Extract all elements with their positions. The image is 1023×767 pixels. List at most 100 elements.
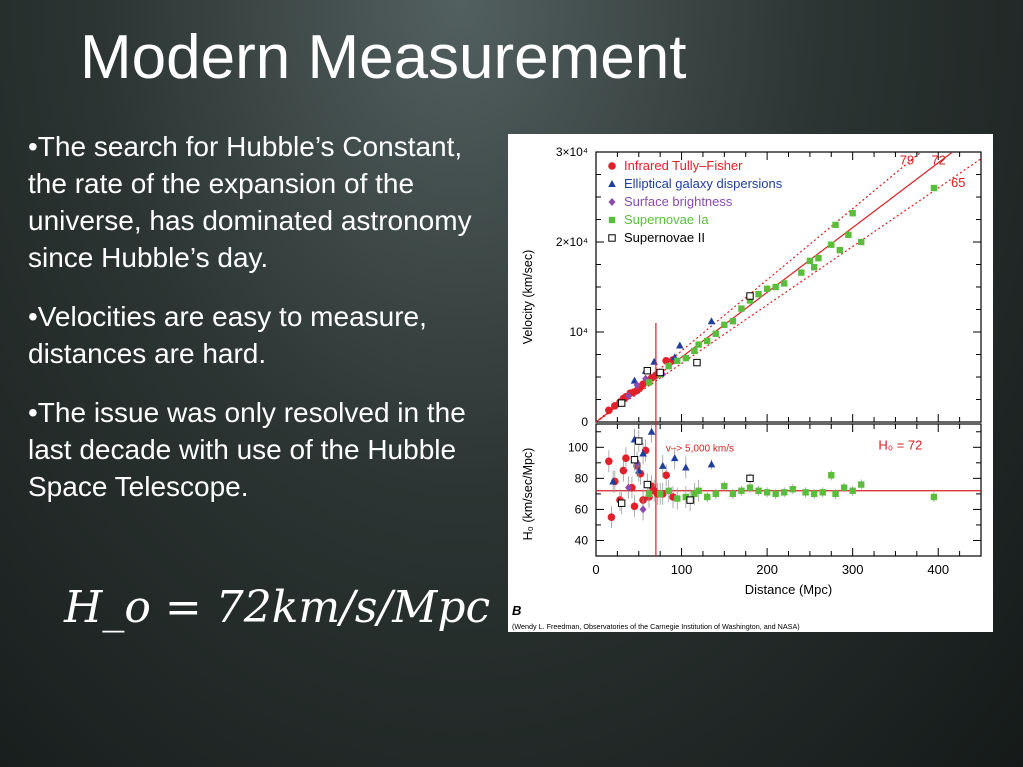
x-tick-label: 400 <box>927 562 949 577</box>
x-tick-label: 100 <box>671 562 693 577</box>
data-point <box>819 489 826 496</box>
data-point <box>707 317 716 325</box>
data-point <box>630 456 639 464</box>
data-point <box>686 496 694 504</box>
data-point <box>630 502 639 511</box>
data-point <box>674 357 681 364</box>
legend-marker <box>608 234 616 242</box>
data-point <box>635 437 643 445</box>
data-point <box>693 358 701 367</box>
legend-marker <box>608 198 616 206</box>
velocity-cutoff-label: v–> 5,000 km/s <box>666 443 734 454</box>
data-point <box>832 221 839 229</box>
hubble-line <box>596 158 981 422</box>
data-point <box>662 357 670 365</box>
data-point <box>858 481 865 488</box>
data-point <box>836 246 844 254</box>
data-point <box>695 487 702 494</box>
panel-label: B <box>512 603 521 618</box>
data-point <box>930 493 938 501</box>
bullet-list: •The search for Hubble’s Constant, the r… <box>28 128 498 527</box>
data-point <box>798 269 805 276</box>
data-point <box>647 427 656 435</box>
legend-marker <box>608 216 616 224</box>
data-point <box>691 347 698 355</box>
data-point <box>746 292 754 300</box>
velocity-panel: 0 10⁴ 2×10⁴ 3×10⁴ Velocity (km/sec) 79 72 65 Inf… <box>521 145 982 429</box>
legend-label: Supernovae Ia <box>624 212 709 227</box>
data-point <box>746 474 754 483</box>
data-point <box>802 489 809 496</box>
data-point <box>828 241 835 248</box>
plot-frame <box>595 151 982 423</box>
bullet-item: •Velocities are easy to measure, distanc… <box>28 301 427 369</box>
y-tick-label: 80 <box>575 471 589 485</box>
data-point <box>772 490 779 498</box>
data-point <box>789 486 796 493</box>
data-point <box>656 368 664 377</box>
data-point <box>633 381 641 390</box>
data-point <box>729 318 737 325</box>
hubble-constant-panel: 40 60 80 100 0 100 200 300 400 H₀ (km/sec/Mpc) Dis… <box>521 423 982 597</box>
data-point <box>605 406 613 415</box>
data-point <box>763 489 771 496</box>
x-tick-label: 200 <box>756 562 778 577</box>
data-point <box>755 487 762 494</box>
x-tick-label: 0 <box>592 562 599 577</box>
h0-reference-label: H₀ = 72 <box>878 437 922 452</box>
data-point <box>645 379 653 386</box>
data-point <box>625 483 633 492</box>
legend-label: Supernovae II <box>624 230 705 245</box>
data-point <box>622 454 630 462</box>
data-point <box>729 490 737 498</box>
slide-title: Modern Measurement <box>80 23 687 92</box>
data-point <box>849 210 856 217</box>
data-point <box>643 480 652 489</box>
figure-credit: (Wendy L. Freedman, Observatories of the… <box>512 622 800 631</box>
data-point <box>650 357 658 365</box>
hubble-diagram-figure: 0 10⁴ 2×10⁴ 3×10⁴ Velocity (km/sec) 79 72 65 Inf… <box>508 134 993 632</box>
data-point <box>755 291 762 298</box>
data-point <box>682 354 690 362</box>
data-point <box>607 513 616 521</box>
data-point <box>643 367 652 375</box>
data-point <box>617 499 626 507</box>
data-point <box>849 487 856 494</box>
legend-marker <box>608 162 616 170</box>
data-point <box>810 490 818 498</box>
hubble-diagram-svg: 0 10⁴ 2×10⁴ 3×10⁴ Velocity (km/sec) 79 72 65 Inf… <box>512 145 982 631</box>
y-tick-label: 2×10⁴ <box>556 235 588 249</box>
data-point <box>619 466 628 475</box>
data-point <box>815 255 822 262</box>
data-point <box>806 257 814 265</box>
data-point <box>781 489 788 496</box>
data-point <box>674 495 681 502</box>
hubble-line-label: 65 <box>951 175 965 190</box>
data-point <box>828 472 835 479</box>
x-tick-label: 300 <box>842 562 864 577</box>
y-tick-label: 3×10⁴ <box>556 145 588 159</box>
hubble-line <box>596 152 922 422</box>
data-point <box>845 231 852 238</box>
hubble-constant-equation: H_o = 72km/s/Mpc <box>64 582 491 633</box>
y-tick-label: 60 <box>575 502 589 516</box>
data-point <box>691 490 698 498</box>
data-point <box>704 337 711 345</box>
data-point <box>707 460 716 468</box>
data-point <box>682 463 690 471</box>
bullet-item: •The search for Hubble’s Constant, the r… <box>28 131 472 273</box>
data-point <box>772 283 779 291</box>
legend-label: Surface brightness <box>624 194 733 209</box>
data-point <box>665 363 672 370</box>
data-point <box>763 285 771 292</box>
data-point <box>712 330 719 337</box>
data-point <box>639 449 647 457</box>
data-point <box>676 341 684 349</box>
data-point <box>658 461 667 469</box>
data-point <box>704 493 711 501</box>
bullet-item: •The issue was only resolved in the last… <box>28 397 466 502</box>
data-point <box>625 391 633 400</box>
data-point <box>840 484 848 491</box>
data-point <box>645 490 653 498</box>
y-axis-label: H₀ (km/sec/Mpc) <box>521 448 535 541</box>
